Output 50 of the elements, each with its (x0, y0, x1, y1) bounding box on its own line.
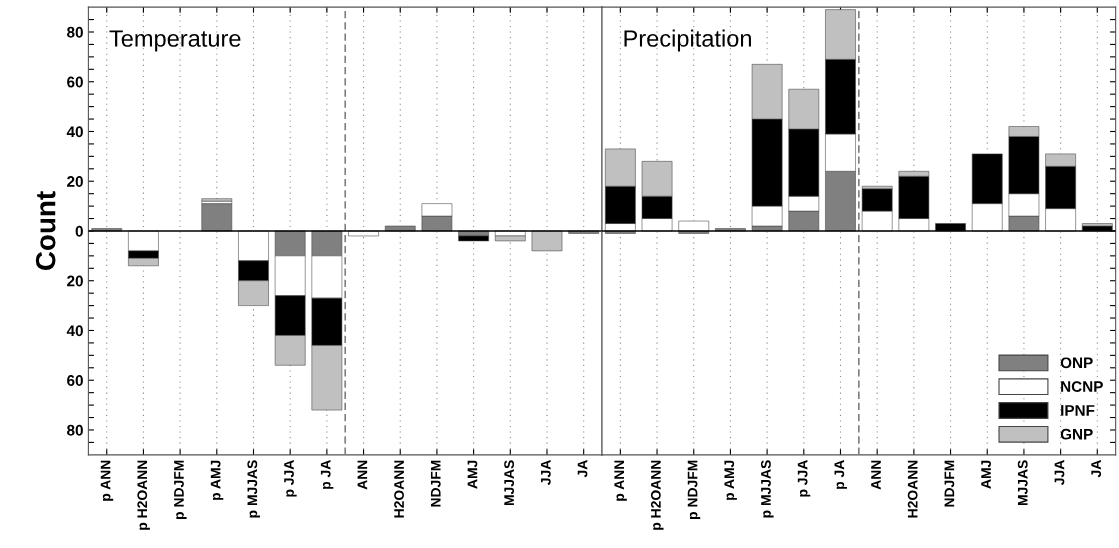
y-tick-label: 60 (67, 375, 83, 386)
x-tick-label: p ANN (614, 460, 627, 501)
bar (201, 203, 233, 232)
x-tick-label: p NDJFM (174, 460, 187, 519)
x-tick-label: p MJJAS (761, 460, 774, 518)
x-tick-label: p AMJ (210, 460, 224, 500)
y-tick-label: 40 (66, 325, 83, 337)
x-tick-label: JJA (1054, 460, 1065, 485)
y-tick-label: 80 (67, 26, 83, 38)
legend-label: IPNF (1061, 405, 1095, 416)
bar (531, 230, 563, 252)
x-tick-label: p JA (834, 460, 847, 489)
y-tick-label: 40 (66, 126, 83, 138)
x-tick-label: ANN (357, 460, 368, 490)
text: Precipitation (624, 29, 751, 52)
x-tick-label: p MJJAS (247, 460, 260, 518)
x-tick-label: AMJ (467, 460, 478, 489)
x-tick-label: AMJ (981, 460, 991, 489)
bar (1081, 223, 1113, 227)
x-tick-label: MJJAS (1017, 460, 1028, 506)
x-tick-label: NDJFM (944, 460, 955, 507)
x-tick-label: p AMJ (724, 460, 737, 500)
legend-label: ONP (1060, 357, 1093, 369)
x-tick-label: JA (1091, 460, 1102, 478)
x-tick-label: JA (577, 460, 588, 478)
x-tick-label: H2OANN (907, 460, 918, 518)
y-tick-label: 20 (67, 275, 83, 287)
x-tick-label: JJA (541, 460, 551, 485)
x-tick-label: p NDJFM (687, 460, 701, 519)
x-tick-label: H2OANN (394, 460, 404, 518)
text: Temperature (109, 30, 241, 52)
bar (678, 220, 710, 232)
x-tick-label: MJJAS (504, 460, 515, 506)
bar (494, 235, 526, 242)
legend-label: GNP (1060, 428, 1093, 440)
x-tick-label: p ANN (100, 460, 114, 501)
x-tick-label: NDJFM (430, 460, 441, 507)
y-tick-label: 0 (75, 225, 83, 237)
y-tick-label: 20 (67, 176, 83, 187)
x-tick-label: p H2OANN (650, 460, 664, 530)
legend-label: NCNP (1061, 381, 1103, 393)
y-tick-label: 60 (67, 76, 83, 88)
x-tick-label: p JJA (797, 460, 811, 497)
x-tick-label: p H2OANN (137, 460, 150, 530)
y-tick-label: 80 (67, 424, 83, 436)
x-tick-label: ANN (871, 460, 881, 490)
x-tick-label: p JA (320, 460, 334, 489)
bar (458, 235, 489, 242)
y-axis-title: Count (35, 191, 56, 270)
x-tick-label: p JJA (284, 460, 297, 497)
